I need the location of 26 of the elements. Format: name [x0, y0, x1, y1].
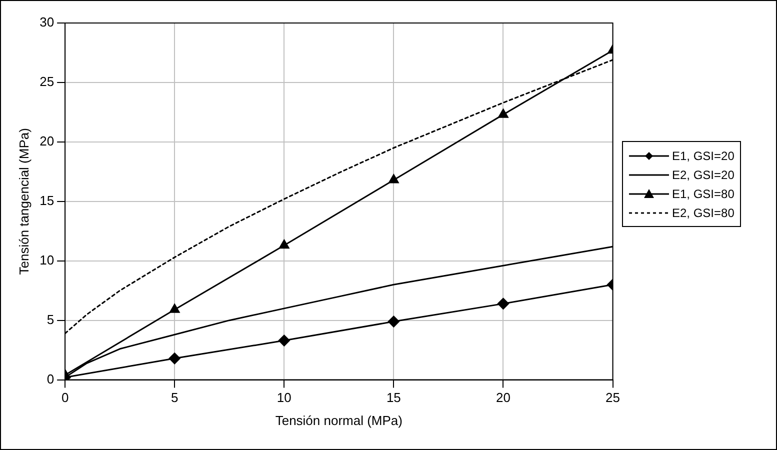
legend-label: E2, GSI=80: [672, 206, 734, 220]
point: [388, 316, 400, 328]
x-axis-title: Tensión normal (MPa): [275, 412, 402, 428]
x-tick-label: 5: [170, 390, 178, 406]
legend-label: E1, GSI=20: [672, 148, 734, 162]
point: [170, 304, 180, 313]
y-tick-label: 5: [46, 312, 54, 327]
y-tick-label: 25: [40, 74, 54, 90]
x-tick-label: 0: [61, 390, 69, 406]
point: [498, 108, 508, 118]
y-axis-title: Tensión tangencial (MPa): [16, 128, 32, 275]
x-tick-label: 25: [606, 390, 620, 406]
y-tick-label: 20: [40, 134, 54, 149]
y-tick-label: 10: [40, 252, 54, 268]
point: [388, 174, 399, 184]
point: [279, 240, 290, 249]
legend-label: E1, GSI=80: [672, 186, 734, 200]
point: [497, 298, 509, 310]
legend-label: E2, GSI=20: [672, 168, 734, 182]
x-tick-label: 20: [496, 390, 510, 406]
y-tick-label: 30: [40, 14, 54, 30]
x-tick-label: 10: [276, 390, 292, 406]
y-tick-label: 15: [40, 192, 54, 208]
x-tick-label: 15: [386, 390, 401, 406]
point: [278, 334, 290, 346]
y-tick-label: 0: [46, 371, 54, 386]
